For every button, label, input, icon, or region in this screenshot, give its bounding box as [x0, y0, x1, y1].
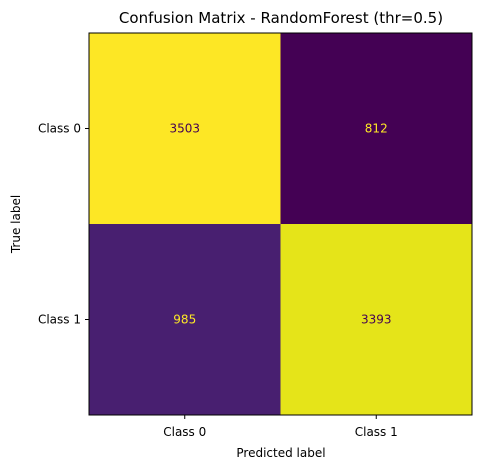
- x-tick-label-0: Class 0: [163, 425, 206, 439]
- y-tick-label-0: Class 0: [38, 122, 81, 136]
- x-axis-label: Predicted label: [236, 446, 325, 460]
- x-tick-label-1: Class 1: [355, 425, 398, 439]
- cell-value-r1-c1: 3393: [361, 313, 392, 327]
- cell-r1-c0: [89, 224, 281, 415]
- cell-value-labels: 3503 812 985 3393: [169, 122, 391, 327]
- x-axis-ticks: Class 0 Class 1: [163, 415, 398, 439]
- y-tick-label-1: Class 1: [38, 313, 81, 327]
- cell-value-r0-c1: 812: [365, 122, 388, 136]
- cell-value-r1-c0: 985: [173, 313, 196, 327]
- cell-r1-c1: [280, 224, 472, 415]
- y-axis-ticks: Class 0 Class 1: [38, 122, 89, 327]
- heatmap-cells: [89, 33, 472, 415]
- cell-value-r0-c0: 3503: [169, 122, 200, 136]
- cell-r0-c1: [280, 33, 472, 224]
- chart-title: Confusion Matrix - RandomForest (thr=0.5…: [119, 9, 443, 27]
- cell-r0-c0: [89, 33, 281, 224]
- plot-frame: [88, 32, 473, 416]
- y-axis-label: True label: [9, 195, 23, 254]
